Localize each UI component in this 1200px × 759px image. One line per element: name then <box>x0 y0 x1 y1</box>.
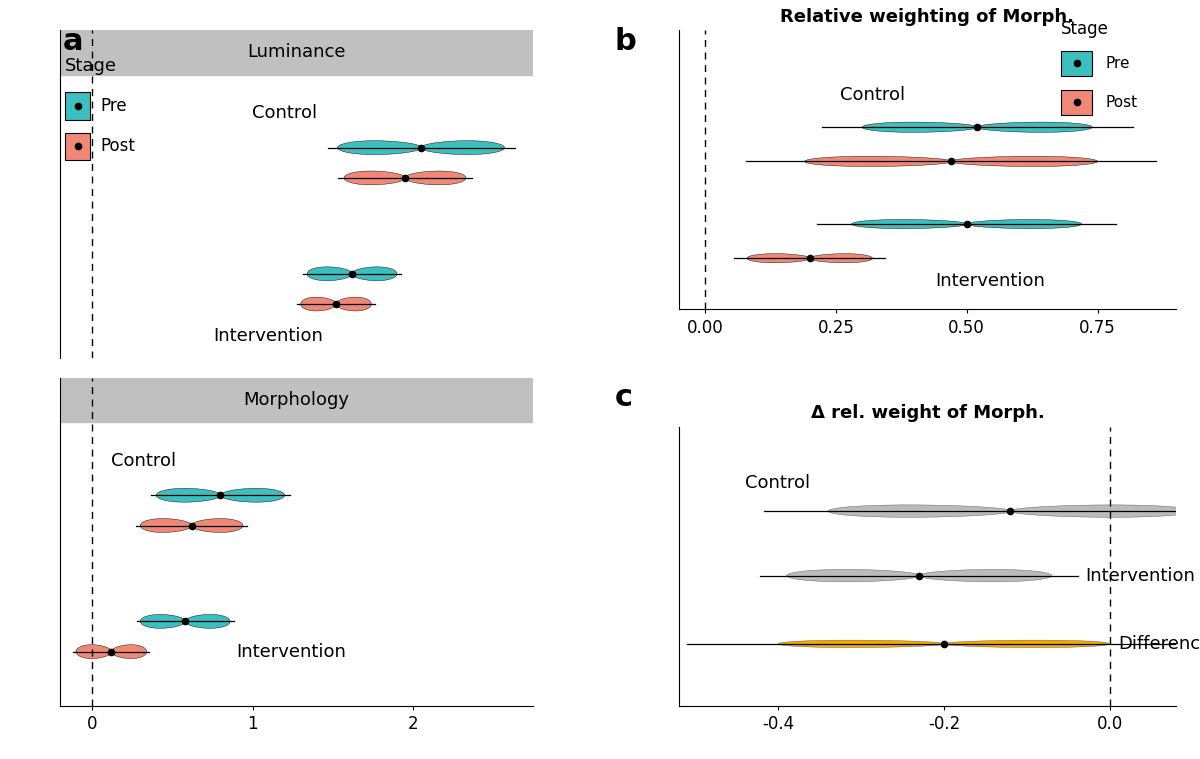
Polygon shape <box>804 156 1098 166</box>
Text: Post: Post <box>100 137 134 156</box>
FancyBboxPatch shape <box>65 92 90 120</box>
Title: Δ rel. weight of Morph.: Δ rel. weight of Morph. <box>810 405 1044 423</box>
Polygon shape <box>344 171 466 185</box>
Bar <box>60 30 533 74</box>
Polygon shape <box>787 569 1051 582</box>
Text: b: b <box>614 27 636 55</box>
Text: Control: Control <box>840 87 905 105</box>
Bar <box>60 378 533 422</box>
Polygon shape <box>140 615 230 628</box>
Text: Intervention: Intervention <box>214 326 324 345</box>
Text: c: c <box>614 383 632 412</box>
Polygon shape <box>337 140 504 155</box>
Polygon shape <box>746 254 872 263</box>
Polygon shape <box>779 640 1110 647</box>
Text: Control: Control <box>252 105 317 122</box>
Text: Stage: Stage <box>1061 20 1109 39</box>
Text: Luminance: Luminance <box>247 43 346 61</box>
Text: Intervention: Intervention <box>1085 567 1195 584</box>
Polygon shape <box>828 505 1193 518</box>
Text: Pre: Pre <box>100 97 127 115</box>
Text: Control: Control <box>110 452 176 470</box>
Text: Morphology: Morphology <box>244 391 349 409</box>
Polygon shape <box>862 122 1092 132</box>
Polygon shape <box>140 518 242 533</box>
FancyBboxPatch shape <box>1061 51 1092 76</box>
FancyBboxPatch shape <box>65 133 90 160</box>
Polygon shape <box>852 219 1082 228</box>
Text: Difference: Difference <box>1118 635 1200 653</box>
Title: Relative weighting of Morph.: Relative weighting of Morph. <box>780 8 1074 26</box>
Polygon shape <box>307 267 397 281</box>
Text: Intervention: Intervention <box>236 643 347 660</box>
Polygon shape <box>156 488 284 502</box>
Text: a: a <box>62 27 83 55</box>
Polygon shape <box>301 297 371 311</box>
Text: Intervention: Intervention <box>935 272 1045 290</box>
Text: Pre: Pre <box>1105 56 1130 71</box>
Polygon shape <box>76 644 146 659</box>
Text: Post: Post <box>1105 95 1138 109</box>
Text: Stage: Stage <box>65 56 116 74</box>
FancyBboxPatch shape <box>1061 90 1092 115</box>
Text: Control: Control <box>745 474 810 493</box>
